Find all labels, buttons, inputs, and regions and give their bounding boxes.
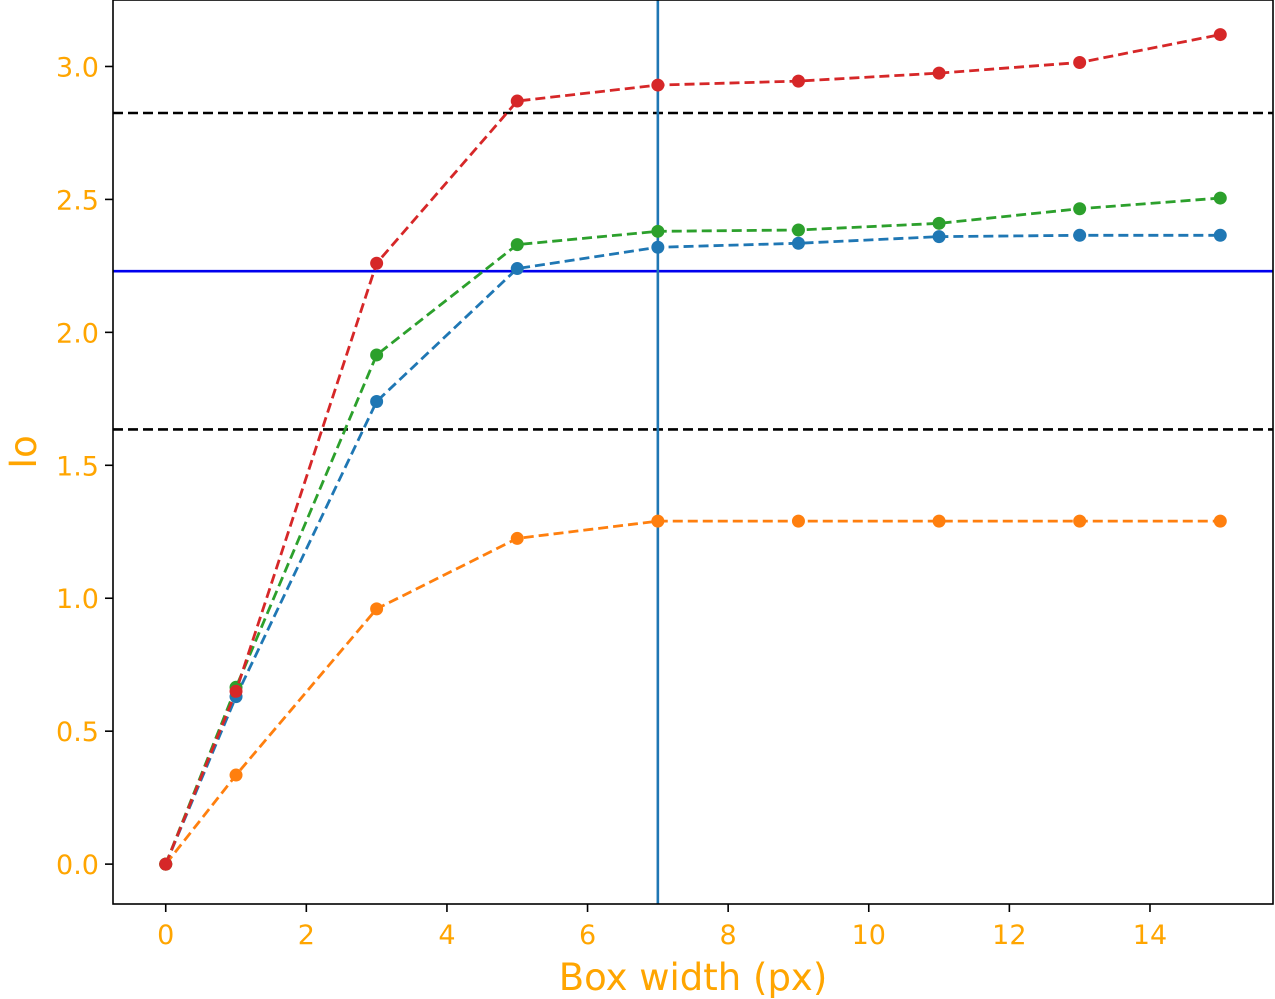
plot-frame <box>112 0 1274 905</box>
y-tick-label: 2.0 <box>56 318 99 349</box>
y-tick-label: 1.0 <box>56 584 99 615</box>
x-tick-label: 12 <box>992 920 1026 951</box>
series-4-point-2 <box>229 684 243 698</box>
x-axis: 0 2 4 6 8 10 12 14 <box>157 904 1167 951</box>
series-2-point-2 <box>229 768 243 782</box>
series-2-point-9 <box>1213 514 1227 528</box>
x-tick-label: 2 <box>298 920 315 951</box>
x-tick-label: 0 <box>157 920 174 951</box>
series-3-point-7 <box>932 216 946 230</box>
y-tick-label: 2.5 <box>56 185 99 216</box>
series-4-point-5 <box>651 78 665 92</box>
y-tick-label: 0.0 <box>56 850 99 881</box>
series-1-point-4 <box>510 262 524 276</box>
y-tick-label: 3.0 <box>56 52 99 83</box>
y-axis: 0.0 0.5 1.0 1.5 2.0 2.5 3.0 <box>56 52 113 881</box>
series-line-2 <box>164 519 1221 865</box>
series-1-point-6 <box>791 236 805 250</box>
series-3-point-5 <box>651 224 665 238</box>
series-1-point-5 <box>651 240 665 254</box>
x-tick-label: 6 <box>579 920 596 951</box>
series-3-point-8 <box>1073 202 1087 216</box>
series-3-point-3 <box>370 348 384 362</box>
series-4-point-6 <box>791 74 805 88</box>
series-3-point-9 <box>1213 191 1227 205</box>
series-layer <box>159 28 1227 871</box>
x-tick-label: 14 <box>1133 920 1167 951</box>
series-2-point-5 <box>651 514 665 528</box>
series-2-point-4 <box>510 531 524 545</box>
series-line-1 <box>164 233 1221 865</box>
x-axis-label: Box width (px) <box>559 956 828 999</box>
y-axis-label: Io <box>2 435 45 469</box>
series-4-point-1 <box>159 857 173 871</box>
x-tick-label: 4 <box>438 920 455 951</box>
x-tick-label: 8 <box>720 920 737 951</box>
y-tick-label: 1.5 <box>56 451 99 482</box>
x-tick-label: 10 <box>852 920 886 951</box>
series-4-point-3 <box>370 256 384 270</box>
series-4-point-9 <box>1213 28 1227 42</box>
series-2-point-8 <box>1073 514 1087 528</box>
series-1-point-8 <box>1073 228 1087 242</box>
series-2-point-7 <box>932 514 946 528</box>
series-3-point-6 <box>791 223 805 237</box>
series-4-point-8 <box>1073 55 1087 69</box>
series-1-point-9 <box>1213 228 1227 242</box>
series-4-point-4 <box>510 94 524 108</box>
series-line-3 <box>164 196 1221 865</box>
reference-lines <box>113 0 1273 904</box>
series-3-point-4 <box>510 238 524 252</box>
series-line-4 <box>164 33 1221 865</box>
series-1-point-7 <box>932 230 946 244</box>
y-tick-label: 0.5 <box>56 717 99 748</box>
series-2-point-6 <box>791 514 805 528</box>
series-4-point-7 <box>932 66 946 80</box>
series-2-point-3 <box>370 602 384 616</box>
series-1-point-3 <box>370 394 384 408</box>
